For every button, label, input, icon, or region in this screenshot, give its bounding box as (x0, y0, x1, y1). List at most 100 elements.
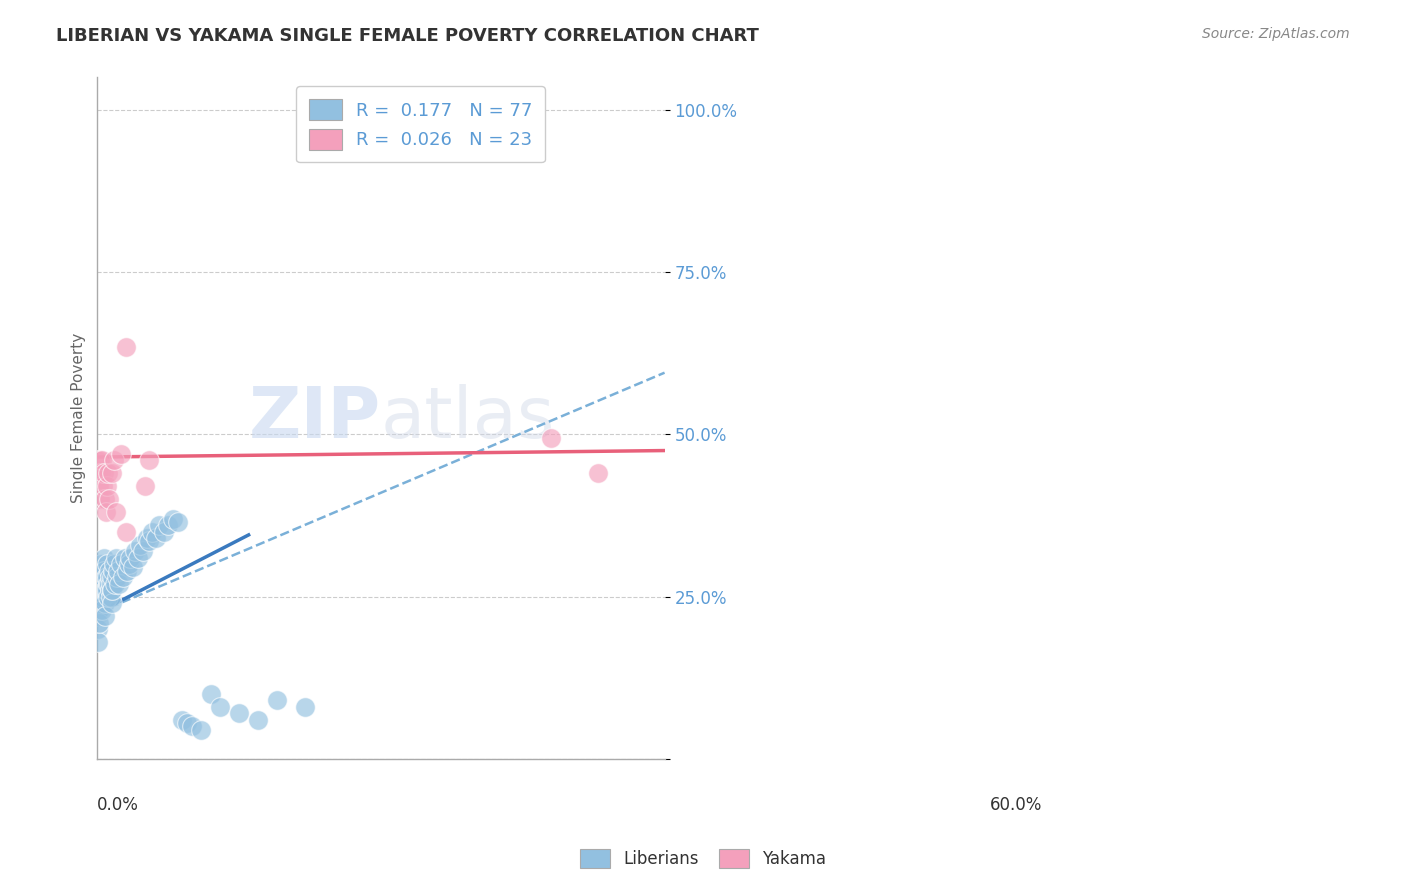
Point (96, 570, 118, 584)
Point (91, 564, 114, 578)
Point (132, 544, 155, 558)
Point (89, 453, 111, 467)
Point (98, 570, 121, 584)
Point (97, 492, 120, 507)
Point (105, 570, 128, 584)
Point (148, 518, 170, 533)
Point (101, 583, 124, 598)
Point (90, 583, 112, 598)
Point (157, 518, 180, 533)
Point (94, 583, 117, 598)
Point (180, 719, 202, 733)
Point (90, 467, 112, 481)
Point (209, 699, 232, 714)
Point (89, 583, 111, 598)
Point (138, 534, 160, 549)
Point (101, 570, 124, 584)
Y-axis label: Single Female Poverty: Single Female Poverty (72, 333, 86, 503)
Point (145, 531, 167, 545)
Point (91, 576, 114, 591)
Point (134, 479, 156, 493)
Point (247, 713, 270, 727)
Point (96, 479, 118, 493)
Point (588, 467, 610, 481)
Point (100, 467, 122, 481)
Point (114, 340, 136, 354)
Point (91, 576, 114, 591)
Point (114, 524, 136, 539)
Point (89, 615, 111, 630)
Point (152, 524, 174, 539)
Point (89, 570, 111, 584)
Point (87, 467, 110, 481)
Legend: R =  0.177   N = 77, R =  0.026   N = 23: R = 0.177 N = 77, R = 0.026 N = 23 (297, 87, 546, 162)
Point (94, 583, 117, 598)
Point (104, 576, 127, 591)
Text: atlas: atlas (381, 384, 555, 452)
Point (110, 557, 132, 571)
Text: 60.0%: 60.0% (990, 797, 1043, 814)
Point (90, 557, 112, 571)
Point (200, 687, 222, 701)
Point (94, 492, 117, 507)
Point (91, 590, 114, 604)
Point (89, 602, 111, 616)
Point (91, 479, 114, 493)
Point (98, 583, 121, 598)
Point (110, 447, 132, 461)
Point (86, 609, 108, 624)
Point (117, 557, 139, 571)
Point (166, 515, 188, 529)
Point (93, 550, 115, 565)
Point (86, 453, 108, 467)
Point (94, 596, 117, 610)
Point (97, 576, 120, 591)
Point (294, 699, 316, 714)
Point (540, 431, 562, 445)
Point (87, 622, 110, 636)
Point (105, 550, 128, 565)
Point (127, 550, 149, 565)
Point (122, 560, 145, 574)
Point (115, 564, 138, 578)
Point (141, 524, 163, 539)
Point (128, 538, 150, 552)
Point (172, 713, 194, 727)
Point (97, 590, 120, 604)
Point (91, 602, 114, 616)
Point (97, 467, 120, 481)
Legend: Liberians, Yakama: Liberians, Yakama (574, 842, 832, 875)
Point (103, 453, 125, 467)
Point (94, 505, 117, 519)
Text: 0.0%: 0.0% (97, 797, 139, 814)
Point (162, 511, 184, 525)
Point (96, 557, 118, 571)
Point (107, 564, 129, 578)
Point (89, 596, 111, 610)
Point (103, 564, 125, 578)
Point (100, 590, 122, 604)
Point (89, 479, 111, 493)
Point (97, 564, 120, 578)
Point (89, 492, 111, 507)
Point (87, 635, 110, 649)
Point (93, 576, 115, 591)
Point (96, 583, 118, 598)
Point (93, 467, 115, 481)
Point (90, 570, 112, 584)
Point (100, 583, 122, 598)
Point (138, 453, 160, 467)
Point (94, 570, 117, 584)
Point (135, 531, 157, 545)
Point (97, 576, 120, 591)
Text: Source: ZipAtlas.com: Source: ZipAtlas.com (1202, 27, 1350, 41)
Point (93, 564, 115, 578)
Point (91, 453, 114, 467)
Point (100, 576, 122, 591)
Point (176, 716, 198, 731)
Text: ZIP: ZIP (249, 384, 381, 452)
Point (105, 505, 128, 519)
Point (114, 550, 136, 565)
Point (94, 609, 117, 624)
Point (103, 557, 125, 571)
